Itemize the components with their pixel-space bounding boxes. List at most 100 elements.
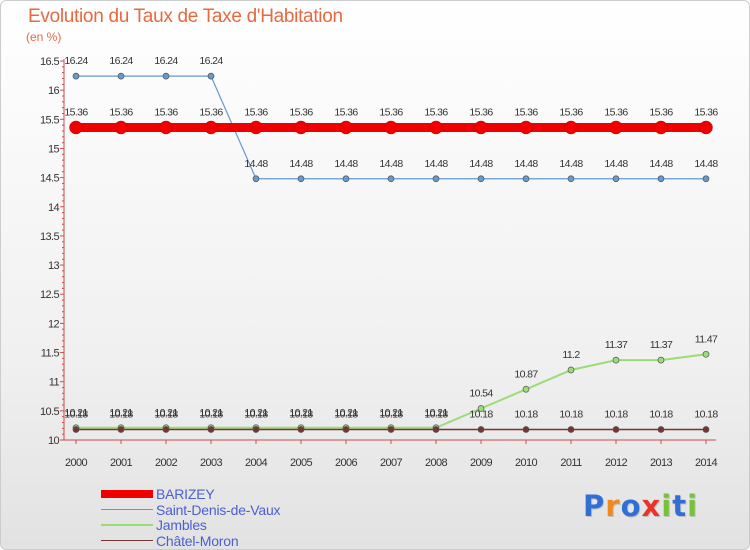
data-label: 15.36 bbox=[604, 106, 628, 118]
x-tick-label: 2000 bbox=[65, 457, 88, 469]
data-point bbox=[159, 120, 173, 135]
x-tick-label: 2006 bbox=[335, 457, 358, 469]
data-point bbox=[294, 120, 308, 135]
y-tick-label: 12.5 bbox=[40, 289, 59, 301]
data-point bbox=[387, 426, 395, 433]
data-label: 10.18 bbox=[559, 409, 583, 421]
data-point bbox=[567, 426, 575, 433]
data-label: 14.48 bbox=[559, 158, 583, 170]
y-tick-label: 11 bbox=[49, 377, 60, 389]
y-tick-label: 15 bbox=[48, 143, 60, 155]
data-label: 10.18 bbox=[694, 409, 718, 421]
logo-letter: x bbox=[641, 489, 662, 523]
data-label: 10.54 bbox=[469, 388, 493, 400]
data-label: 16.24 bbox=[64, 55, 88, 67]
x-tick-label: 2013 bbox=[650, 457, 673, 469]
data-point bbox=[432, 426, 440, 433]
y-tick-label: 11.5 bbox=[41, 348, 60, 360]
data-point bbox=[162, 426, 170, 433]
data-label: 10.21 bbox=[199, 407, 223, 419]
data-point bbox=[432, 175, 440, 183]
data-label: 15.36 bbox=[64, 106, 88, 118]
data-label: 15.36 bbox=[289, 106, 313, 118]
y-tick-label: 13 bbox=[48, 260, 60, 272]
data-label: 10.18 bbox=[154, 409, 178, 421]
data-label: 10.18 bbox=[109, 409, 133, 421]
data-label: 10.18 bbox=[469, 409, 493, 421]
logo-letter: i bbox=[687, 489, 699, 523]
data-label: 10.21 bbox=[424, 407, 448, 419]
x-tick-label: 2012 bbox=[605, 457, 628, 469]
data-point bbox=[69, 120, 83, 135]
data-label: 10.21 bbox=[379, 407, 403, 419]
proxiti-logo: Proxiti bbox=[583, 489, 698, 523]
data-label: 14.48 bbox=[514, 158, 538, 170]
data-label: 10.18 bbox=[424, 409, 448, 421]
data-point bbox=[207, 72, 215, 80]
data-point bbox=[612, 356, 620, 364]
x-tick-label: 2014 bbox=[695, 457, 718, 469]
chart-axes: 10 10.5 11 11.5 12 12.5 13 13.5 14 14.5 15 15.5 16 16… bbox=[40, 56, 718, 469]
y-tick-label: 13.5 bbox=[40, 231, 59, 243]
data-point bbox=[654, 120, 668, 135]
data-label: 10.21 bbox=[109, 407, 133, 419]
logo-letter: i bbox=[661, 489, 673, 523]
chart-series-lines bbox=[69, 72, 713, 433]
data-label: 15.36 bbox=[649, 106, 673, 118]
y-tick-label: 16.5 bbox=[40, 56, 59, 68]
data-point bbox=[699, 120, 713, 135]
data-label: 10.18 bbox=[199, 409, 223, 421]
data-label: 10.18 bbox=[379, 409, 403, 421]
legend-swatch-saint-denis-de-vaux bbox=[101, 508, 153, 511]
data-point bbox=[252, 426, 260, 433]
data-point bbox=[567, 366, 575, 374]
legend-label-jambles: Jambles bbox=[156, 517, 207, 533]
data-label: 14.48 bbox=[469, 158, 493, 170]
data-label: 10.21 bbox=[334, 407, 358, 419]
data-label: 14.48 bbox=[289, 158, 313, 170]
data-point bbox=[387, 175, 395, 183]
x-tick-label: 2008 bbox=[425, 457, 448, 469]
data-label: 11.2 bbox=[562, 349, 580, 361]
y-tick-label: 14.5 bbox=[40, 173, 59, 185]
y-tick-label: 12 bbox=[48, 318, 60, 330]
data-label: 16.24 bbox=[199, 55, 223, 67]
x-tick-label: 2010 bbox=[515, 457, 538, 469]
data-label: 15.36 bbox=[514, 106, 538, 118]
data-label: 10.18 bbox=[514, 409, 538, 421]
legend-swatch-barizey bbox=[101, 490, 153, 498]
data-label: 16.24 bbox=[109, 55, 133, 67]
data-point bbox=[657, 175, 665, 183]
data-label: 15.36 bbox=[379, 106, 403, 118]
data-point bbox=[477, 405, 485, 412]
data-label: 15.36 bbox=[109, 106, 133, 118]
logo-letter: P bbox=[583, 489, 606, 523]
data-label: 14.48 bbox=[244, 158, 268, 170]
x-tick-label: 2002 bbox=[155, 457, 178, 469]
data-label: 10.87 bbox=[514, 368, 538, 380]
data-point bbox=[612, 175, 620, 183]
data-label: 14.48 bbox=[334, 158, 358, 170]
data-point bbox=[609, 120, 623, 135]
x-tick-label: 2001 bbox=[110, 457, 133, 469]
data-label: 15.36 bbox=[154, 106, 178, 118]
data-point bbox=[339, 120, 353, 135]
y-axis-unit-label: (en %) bbox=[26, 30, 62, 44]
y-tick-label: 10 bbox=[48, 435, 60, 447]
data-label: 10.18 bbox=[334, 409, 358, 421]
data-point bbox=[702, 350, 710, 358]
data-label: 15.36 bbox=[334, 106, 358, 118]
data-point bbox=[297, 426, 305, 433]
legend-label-barizey: BARIZEY bbox=[156, 486, 215, 502]
data-point bbox=[477, 426, 485, 433]
data-point bbox=[612, 426, 620, 433]
data-point bbox=[657, 426, 665, 433]
data-label: 14.48 bbox=[649, 158, 673, 170]
data-label: 15.36 bbox=[559, 106, 583, 118]
data-label: 14.48 bbox=[604, 158, 628, 170]
x-tick-label: 2003 bbox=[200, 457, 223, 469]
logo-letter: t bbox=[672, 489, 688, 523]
data-label: 10.21 bbox=[289, 407, 313, 419]
data-point bbox=[207, 426, 215, 433]
